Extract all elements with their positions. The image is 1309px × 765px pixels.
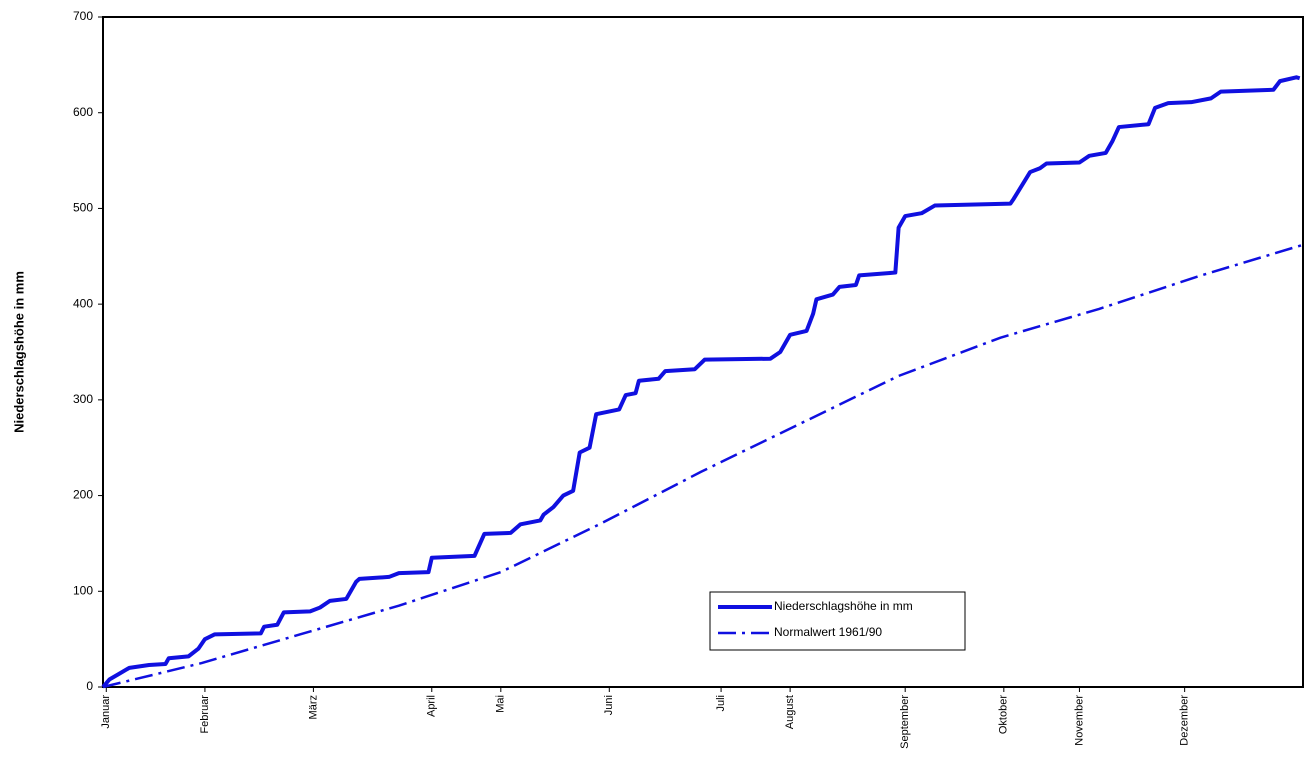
x-tick-label: Mai — [495, 695, 507, 713]
y-axis-label: Niederschlagshöhe in mm — [11, 271, 26, 433]
x-tick-label: September — [899, 695, 911, 749]
series-line — [102, 243, 1304, 689]
x-tick-label: Dezember — [1179, 695, 1191, 746]
y-tick-label: 700 — [73, 9, 93, 23]
legend-box — [709, 591, 966, 651]
y-tick-label: 400 — [73, 296, 93, 310]
y-tick-label: 300 — [73, 392, 93, 406]
x-tick-label: Oktober — [998, 695, 1010, 734]
x-tick-label: Juli — [715, 695, 727, 712]
x-tick-label: November — [1073, 695, 1085, 746]
x-tick-label: März — [307, 695, 319, 719]
y-tick-label: 600 — [73, 105, 93, 119]
x-tick-label: August — [784, 695, 796, 729]
legend-label: Niederschlagshöhe in mm — [774, 599, 913, 613]
y-tick-label: 200 — [73, 488, 93, 502]
plot-area — [102, 16, 1304, 688]
x-tick-label: Juni — [603, 695, 615, 715]
y-tick-label: 500 — [73, 201, 93, 215]
x-tick-label: Januar — [100, 695, 112, 729]
x-tick-label: April — [426, 695, 438, 717]
series-line — [101, 75, 1301, 689]
y-tick-label: 100 — [73, 583, 93, 597]
y-tick-label: 0 — [86, 679, 93, 693]
legend-label: Normalwert 1961/90 — [774, 625, 882, 639]
x-tick-label: Februar — [199, 695, 211, 734]
